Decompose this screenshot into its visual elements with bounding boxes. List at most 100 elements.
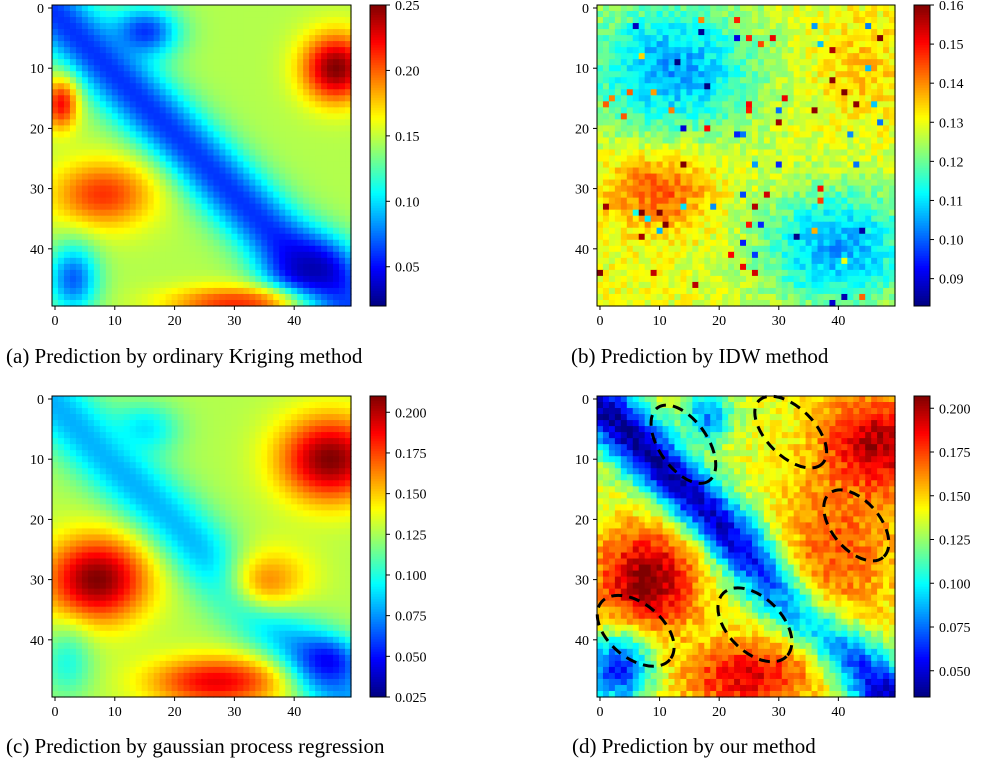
heatmap-cell [129, 275, 137, 283]
heatmap-cell [632, 113, 640, 120]
heatmap-cell [177, 197, 185, 205]
heatmap-cell [793, 89, 801, 96]
heatmap-cell [746, 143, 753, 151]
heatmap-cell [877, 155, 884, 163]
heatmap-cell [668, 167, 676, 175]
heatmap-cell [105, 269, 113, 277]
heatmap-cell [63, 263, 71, 271]
heatmap-cell [81, 101, 89, 108]
heatmap-cell [680, 269, 687, 277]
colorbar-step [370, 77, 386, 81]
heatmap-cell [195, 35, 203, 42]
heatmap-cell [303, 239, 310, 247]
heatmap-cell [847, 119, 854, 126]
heatmap-cell [883, 137, 890, 145]
heatmap-cell [243, 263, 250, 271]
heatmap-cell [781, 173, 789, 181]
heatmap-cell [99, 137, 107, 145]
heatmap-cell [597, 101, 604, 108]
heatmap-cell [333, 269, 340, 277]
heatmap-cell [680, 179, 687, 187]
heatmap-cell [63, 245, 71, 253]
heatmap-cell [183, 119, 191, 126]
heatmap-cell [93, 41, 101, 48]
colorbar-step [370, 258, 386, 262]
heatmap-cell [195, 113, 203, 120]
heatmap-cell [734, 227, 741, 235]
heatmap-cell [865, 71, 872, 78]
heatmap-cell [829, 5, 836, 12]
heatmap-cell [865, 131, 872, 139]
heatmap-cell [57, 251, 65, 259]
heatmap-cell [225, 203, 232, 211]
heatmap-cell [183, 83, 191, 90]
heatmap-cell [225, 71, 232, 78]
heatmap-cell [117, 191, 125, 199]
heatmap-cell [255, 11, 262, 18]
heatmap-cell [249, 125, 256, 133]
heatmap-cell [877, 89, 884, 96]
heatmap-cell [237, 101, 244, 108]
heatmap-cell [620, 53, 628, 60]
heatmap-cell [63, 299, 71, 307]
heatmap-cell [597, 11, 604, 18]
colorbar-step [370, 142, 386, 146]
heatmap-cell [189, 233, 197, 241]
heatmap-cell [123, 293, 131, 301]
heatmap-cell [751, 35, 759, 42]
heatmap-cell [650, 137, 658, 145]
heatmap-cell [81, 215, 89, 223]
heatmap-cell [81, 221, 89, 229]
heatmap-cell [722, 149, 729, 157]
heatmap-cell [237, 149, 244, 157]
heatmap-cell [52, 41, 59, 48]
colorbar-step [370, 168, 386, 172]
heatmap-cell [57, 287, 65, 295]
heatmap-cell [847, 95, 854, 102]
heatmap-cell [141, 185, 149, 193]
heatmap-cell [740, 53, 747, 60]
heatmap-cell [775, 155, 783, 163]
heatmap-cell [763, 95, 771, 102]
heatmap-cell [650, 251, 658, 259]
heatmap-cell [871, 11, 878, 18]
heatmap-cell [249, 17, 256, 24]
heatmap-cell [267, 125, 274, 133]
heatmap-cell [69, 5, 77, 12]
heatmap-cell [734, 191, 741, 199]
heatmap-cell [698, 179, 705, 187]
heatmap-cell [57, 269, 65, 277]
heatmap-cell [273, 41, 280, 48]
heatmap-cell [165, 239, 173, 247]
heatmap-cell [787, 95, 795, 102]
heatmap-cell [787, 77, 795, 84]
heatmap-cell [177, 257, 185, 265]
heatmap-cell [153, 113, 161, 120]
heatmap-cell [63, 5, 71, 12]
heatmap-cell [57, 23, 65, 30]
heatmap-cell [201, 263, 209, 271]
heatmap-cell [231, 287, 238, 295]
heatmap-cell [626, 275, 634, 283]
heatmap-cell [123, 59, 131, 66]
heatmap-cell [680, 131, 687, 139]
heatmap-cell [189, 65, 197, 72]
heatmap-cell [811, 41, 819, 48]
heatmap-cell [728, 239, 735, 247]
heatmap-cell [686, 263, 693, 271]
heatmap-cell [650, 149, 658, 157]
heatmap-cell [339, 275, 346, 283]
heatmap-cell [644, 77, 652, 84]
heatmap-cell [620, 215, 628, 223]
heatmap-cell [662, 89, 670, 96]
heatmap-cell [608, 59, 616, 66]
heatmap-cell [835, 89, 842, 96]
colorbar-step [370, 12, 386, 16]
heatmap-cell [81, 137, 89, 145]
colorbar-step [370, 295, 386, 299]
heatmap-cell [159, 71, 167, 78]
heatmap-cell [877, 197, 884, 205]
heatmap-cell [769, 95, 777, 102]
heatmap-cell [69, 263, 77, 271]
